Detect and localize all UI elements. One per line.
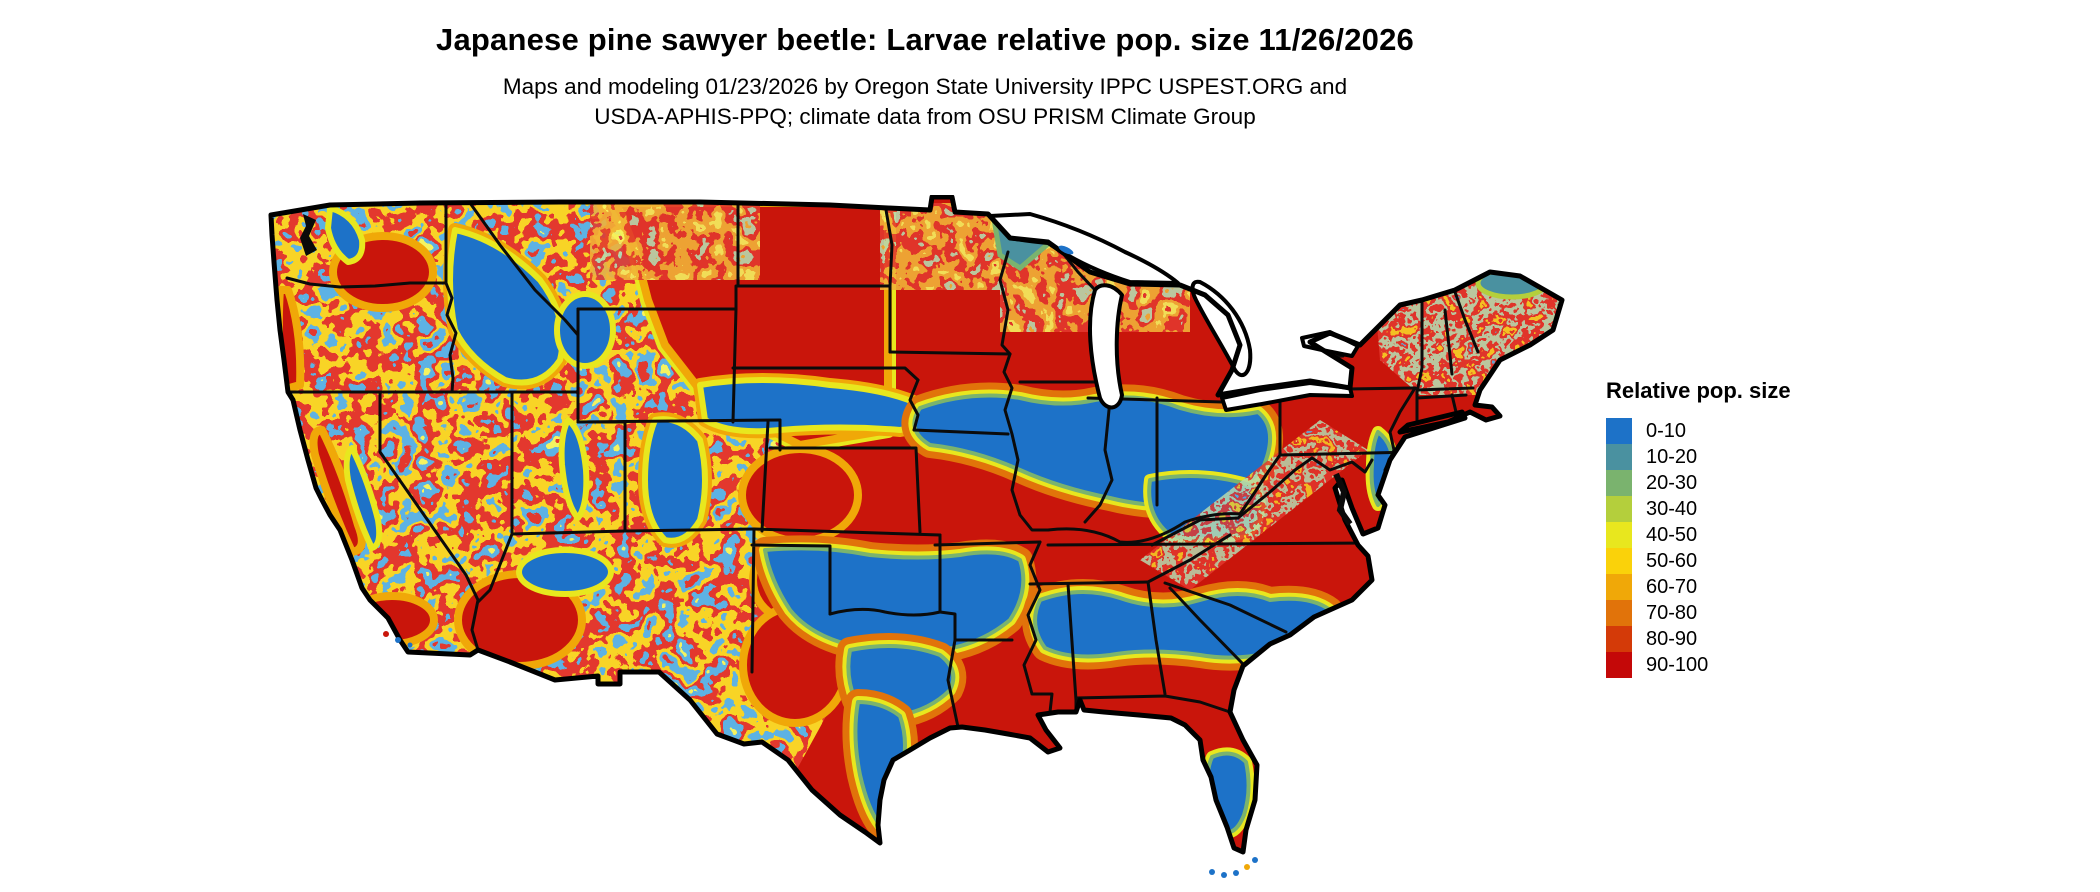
legend-swatch — [1606, 652, 1632, 678]
legend-item-label: 80-90 — [1646, 627, 1698, 650]
blue-zone-sierra-nevada — [343, 445, 383, 551]
page-subtitle: Maps and modeling 01/23/2026 by Oregon S… — [0, 58, 1850, 132]
header: Japanese pine sawyer beetle: Larvae rela… — [0, 0, 1850, 132]
legend-swatch — [1606, 574, 1632, 600]
high-population-red-zones — [274, 197, 896, 727]
blue-zone-yellowstone — [554, 291, 616, 369]
coastal-details — [300, 214, 1353, 878]
legend-item-label: 10-20 — [1646, 445, 1698, 468]
legend-item-70-80: 70-80 — [1606, 600, 1926, 626]
blue-zone-north-cascades — [325, 205, 366, 265]
legend-item-80-90: 80-90 — [1606, 626, 1926, 652]
red-zone-socal — [346, 592, 438, 648]
legend-item-30-40: 30-40 — [1606, 496, 1926, 522]
legend-item-label: 0-10 — [1646, 419, 1687, 442]
page-title: Japanese pine sawyer beetle: Larvae rela… — [436, 22, 1414, 57]
legend-item-label: 20-30 — [1646, 471, 1698, 494]
great-lakes — [988, 212, 1360, 412]
legend-swatch — [1606, 600, 1632, 626]
red-zone-west-kansas — [738, 445, 862, 545]
legend-swatch — [1606, 470, 1632, 496]
isle-royale — [1058, 245, 1074, 255]
legend-swatch — [1606, 522, 1632, 548]
legend-item-40-50: 40-50 — [1606, 522, 1926, 548]
us-map-svg — [268, 195, 1565, 878]
channel-islands — [383, 631, 413, 648]
legend-item-label: 50-60 — [1646, 549, 1698, 572]
legend-swatch — [1606, 626, 1632, 652]
legend-title: Relative pop. size — [1606, 378, 1791, 403]
legend-swatch — [1606, 548, 1632, 574]
legend-item-50-60: 50-60 — [1606, 548, 1926, 574]
legend-swatch — [1606, 496, 1632, 522]
legend-item-90-100: 90-100 — [1606, 652, 1926, 678]
subtitle-line-1: Maps and modeling 01/23/2026 by Oregon S… — [502, 74, 1348, 99]
us-map-fill — [271, 197, 1562, 852]
blue-zone-idaho-rockies — [447, 227, 566, 386]
legend-item-10-20: 10-20 — [1606, 444, 1926, 470]
legend-item-label: 40-50 — [1646, 523, 1698, 546]
legend-rows: 0-10 10-20 20-30 30-40 40-50 50-60 60-70 70-80 8… — [1606, 418, 1926, 678]
legend-item-60-70: 60-70 — [1606, 574, 1926, 600]
legend-item-label: 30-40 — [1646, 497, 1698, 520]
legend-item-label: 60-70 — [1646, 575, 1698, 598]
blue-zone-colorado-rockies — [642, 416, 708, 544]
legend-swatch — [1606, 418, 1632, 444]
florida-keys — [1209, 857, 1258, 878]
us-map-canvas — [250, 195, 1580, 892]
legend-item-label: 70-80 — [1646, 601, 1698, 624]
legend-item-20-30: 20-30 — [1606, 470, 1926, 496]
legend-item-0-10: 0-10 — [1606, 418, 1926, 444]
red-zone-central-valley — [309, 426, 366, 556]
puget-sound — [300, 214, 317, 256]
lake-michigan — [1088, 283, 1124, 410]
low-population-blue-mountains — [325, 205, 930, 597]
legend: Relative pop. size 0-10 10-20 20-30 30-40 40… — [1606, 378, 1926, 678]
chesapeake-bay — [1333, 472, 1353, 526]
subtitle-line-2: USDA-APHIS-PPQ; climate data from OSU PR… — [594, 104, 1256, 129]
blue-zone-mogollon — [516, 547, 614, 597]
us-national-border — [268, 195, 1565, 855]
legend-swatch — [1606, 444, 1632, 470]
legend-item-label: 90-100 — [1646, 653, 1709, 676]
state-borders — [285, 201, 1480, 729]
blue-zone-wasatch — [558, 417, 590, 521]
